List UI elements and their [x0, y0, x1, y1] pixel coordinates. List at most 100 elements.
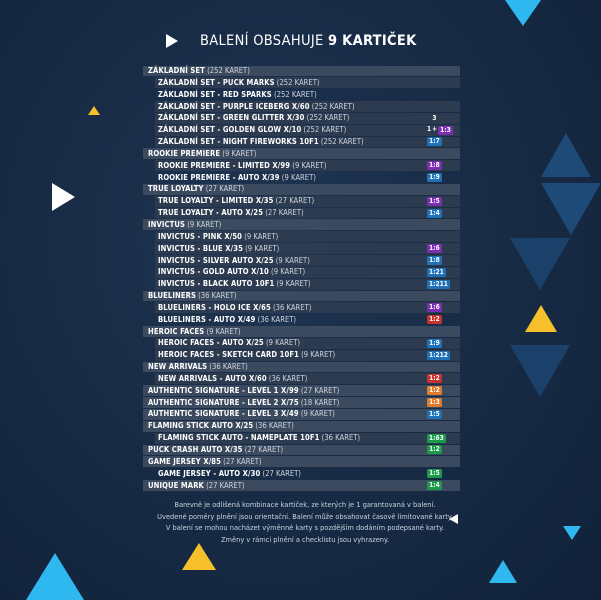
row-background	[143, 148, 460, 160]
row-name: ROOKIE PREMIERE - LIMITED X/99	[158, 160, 291, 170]
row-count: (36 KARET)	[270, 302, 312, 312]
row-count: (27 KARET)	[221, 456, 262, 466]
triangle-navy-right-4	[510, 345, 570, 397]
row-label: INVICTUS - PINK X/50 (9 KARET)	[158, 231, 278, 243]
section-row: AUTHENTIC SIGNATURE - LEVEL 1 X/99 (27 K…	[143, 385, 460, 397]
row-label: ZÁKLADNÍ SET - GOLDEN GLOW X/10 (252 KAR…	[158, 124, 346, 136]
subset-row: BLUELINERS - AUTO X/49 (36 KARET) 1:2	[143, 314, 460, 326]
row-background	[143, 65, 460, 77]
row-count: (9 KARET)	[185, 219, 222, 229]
row-name: AUTHENTIC SIGNATURE - LEVEL 2 X/75	[148, 397, 299, 407]
row-count: (27 KARET)	[263, 208, 304, 218]
triangle-cyan-top-right	[505, 0, 541, 26]
row-count: (27 KARET)	[203, 184, 245, 194]
row-name: ZÁKLADNÍ SET - NIGHT FIREWORKS 10F1	[158, 137, 319, 147]
section-row: AUTHENTIC SIGNATURE - LEVEL 3 X/49 (9 KA…	[143, 408, 460, 420]
row-count: (9 KARET)	[204, 326, 241, 336]
row-background	[155, 231, 460, 243]
odds-plus: +	[432, 125, 438, 134]
row-background	[143, 420, 460, 432]
row-background	[143, 290, 460, 302]
odds-badge: 1:4	[427, 480, 442, 490]
row-label: BLUELINERS (36 KARET)	[148, 290, 237, 302]
row-background	[143, 361, 460, 373]
header: BALENÍ OBSAHUJE 9 KARTIČEK	[166, 30, 417, 52]
row-count: (18 KARET)	[298, 397, 340, 407]
section-row: NEW ARRIVALS (36 KARET)	[143, 361, 460, 373]
odds-badge: 1:9	[427, 338, 442, 348]
row-count: (252 KARET)	[304, 113, 350, 123]
odds-badge: 1:9	[427, 172, 442, 182]
row-name: BLUELINERS - AUTO X/49	[158, 314, 256, 324]
subset-row: BLUELINERS - HOLO ICE X/65 (36 KARET) 1:6	[143, 302, 460, 314]
section-row: BLUELINERS (36 KARET)	[143, 290, 460, 302]
row-label: NEW ARRIVALS - AUTO X/60 (36 KARET)	[158, 373, 307, 385]
subset-row: HEROIC FACES - SKETCH CARD 10F1 (9 KARET…	[143, 349, 460, 361]
subset-row: INVICTUS - BLACK AUTO 10F1 (9 KARET) 1:21…	[143, 278, 460, 290]
row-label: AUTHENTIC SIGNATURE - LEVEL 2 X/75 (18 K…	[148, 397, 339, 409]
row-background	[155, 101, 460, 112]
odds-badge: 1 +1:3	[427, 125, 453, 135]
row-name: PUCK CRASH AUTO X/35	[148, 445, 243, 454]
odds-badge: 1:2	[427, 386, 442, 396]
row-background	[155, 255, 460, 266]
row-background	[155, 207, 460, 219]
odds-badge: 1:21	[427, 267, 446, 277]
play-triangle-white-small	[449, 514, 458, 524]
row-name: GAME JERSEY X/85	[148, 456, 221, 466]
subset-row: ZÁKLADNÍ SET - NIGHT FIREWORKS 10F1 (252…	[143, 136, 460, 148]
row-count: (9 KARET)	[242, 231, 279, 241]
subset-row: FLAMING STICK AUTO - NAMEPLATE 10F1 (36 …	[143, 432, 460, 444]
odds-badge: 1:8	[427, 255, 442, 265]
subset-row: GAME JERSEY - AUTO X/30 (27 KARET) 1:5	[143, 468, 460, 480]
row-count: (27 KARET)	[273, 196, 315, 206]
row-label: NEW ARRIVALS (36 KARET)	[148, 361, 248, 373]
row-count: (36 KARET)	[319, 433, 361, 443]
subset-row: INVICTUS - GOLD AUTO X/10 (9 KARET) 1:21	[143, 266, 460, 278]
odds-guaranteed: 1	[427, 125, 432, 134]
odds-badge: 1:2	[427, 445, 442, 455]
triangle-navy-right-2	[541, 183, 601, 235]
row-count: (252 KARET)	[274, 77, 320, 87]
subset-row: ZÁKLADNÍ SET - RED SPARKS (252 KARET)	[143, 89, 460, 101]
row-label: ZÁKLADNÍ SET (252 KARET)	[148, 65, 250, 77]
row-name: ZÁKLADNÍ SET - GREEN GLITTER X/30	[158, 113, 305, 123]
row-name: GAME JERSEY - AUTO X/30	[158, 468, 261, 478]
footer-line: Změny v rámci plnění a checklistu jsou v…	[220, 534, 389, 544]
row-name: ROOKIE PREMIERE - AUTO X/39	[158, 172, 280, 182]
footer-line: Barevně je odlišená kombinace kartiček, …	[174, 500, 436, 509]
row-count: (9 KARET)	[298, 350, 336, 360]
row-label: BLUELINERS - AUTO X/49 (36 KARET)	[158, 314, 296, 326]
row-background	[155, 136, 460, 148]
row-background	[155, 432, 460, 444]
row-background	[143, 326, 460, 337]
row-label: INVICTUS - GOLD AUTO X/10 (9 KARET)	[158, 266, 305, 278]
row-label: INVICTUS - SILVER AUTO X/25 (9 KARET)	[158, 255, 310, 267]
triangle-yellow-bottom	[182, 543, 216, 570]
row-name: BLUELINERS - HOLO ICE X/65	[158, 302, 271, 312]
subset-row: NEW ARRIVALS - AUTO X/60 (36 KARET) 1:2	[143, 373, 460, 385]
row-background	[143, 183, 460, 195]
row-count: (27 KARET)	[298, 385, 340, 395]
row-label: FLAMING STICK AUTO X/25 (36 KARET)	[148, 420, 294, 432]
row-background	[155, 112, 460, 124]
triangle-navy-right-3	[510, 238, 570, 290]
row-count: (252 KARET)	[318, 137, 364, 147]
triangle-cyan-bottom-right	[489, 560, 517, 583]
row-label: GAME JERSEY - AUTO X/30 (27 KARET)	[158, 468, 301, 480]
row-name: ROOKIE PREMIERE	[148, 148, 221, 158]
row-name: ZÁKLADNÍ SET - GOLDEN GLOW X/10	[158, 125, 302, 135]
subset-row: ZÁKLADNÍ SET - PURPLE ICEBERG X/60 (252 …	[143, 101, 460, 113]
row-label: GAME JERSEY X/85 (27 KARET)	[148, 456, 262, 468]
odds-badge: 1:6	[427, 303, 442, 313]
row-label: ROOKIE PREMIERE (9 KARET)	[148, 148, 256, 160]
row-background	[143, 456, 460, 468]
row-name: BLUELINERS	[148, 291, 196, 301]
row-background	[155, 160, 460, 172]
row-count: (9 KARET)	[220, 148, 257, 158]
row-label: ZÁKLADNÍ SET - GREEN GLITTER X/30 (252 K…	[158, 112, 349, 124]
row-name: NEW ARRIVALS - AUTO X/60	[158, 373, 267, 383]
row-count: (252 KARET)	[309, 101, 355, 111]
row-count: (9 KARET)	[268, 267, 306, 277]
odds-badge: 1:3	[427, 398, 442, 408]
